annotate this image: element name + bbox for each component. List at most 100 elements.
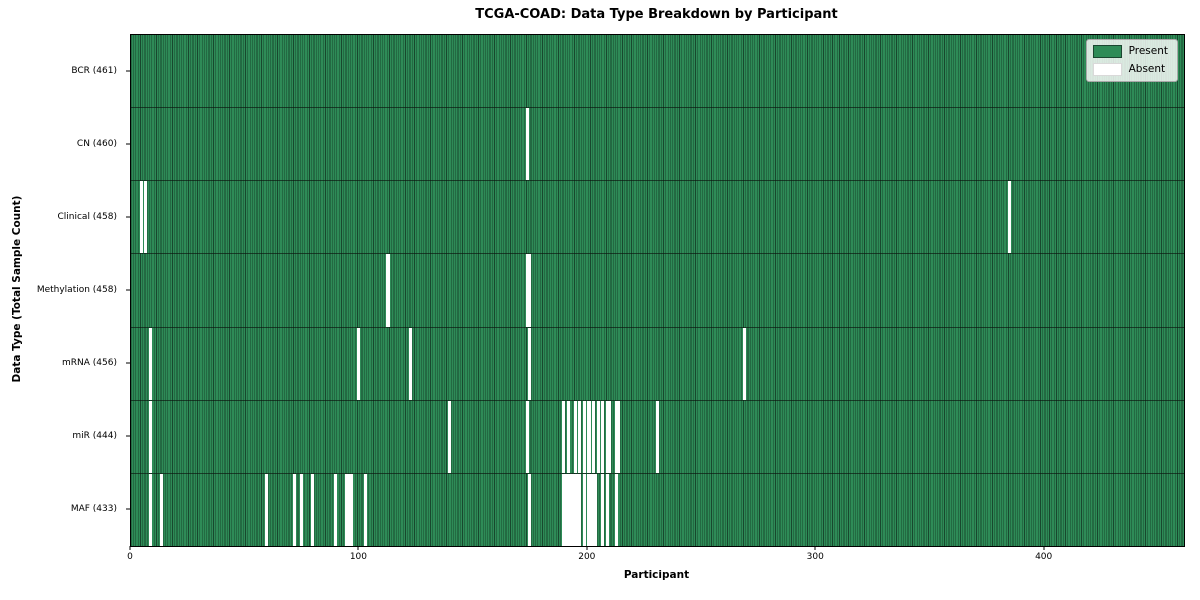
absent-stripe — [605, 400, 609, 473]
absent-stripe — [605, 473, 609, 546]
x-axis-label: Participant — [623, 569, 690, 581]
absent-stripe — [578, 400, 582, 473]
absent-stripe — [525, 254, 529, 327]
y-tick-label: mRNA (456) — [62, 357, 117, 368]
absent-stripe — [564, 473, 568, 546]
plot-rows — [131, 35, 1184, 546]
absent-stripe — [363, 473, 367, 546]
legend-item-present: Present — [1092, 45, 1168, 58]
absent-stripe — [349, 473, 353, 546]
absent-stripe — [573, 400, 577, 473]
absent-stripe — [525, 108, 529, 181]
absent-stripe — [575, 473, 580, 546]
absent-stripe — [571, 473, 575, 546]
x-axis: 0 100 200 300 400 — [127, 546, 1183, 570]
absent-stripe — [587, 400, 591, 473]
absent-stripe — [299, 473, 303, 546]
y-tick-label: CN (460) — [76, 138, 117, 149]
y-tick-label: Clinical (458) — [57, 211, 117, 222]
x-tick-label: 100 — [349, 552, 367, 562]
absent-stripe — [589, 473, 593, 546]
absent-stripe — [160, 473, 164, 546]
absent-stripe — [333, 473, 337, 546]
present-swatch-icon — [1092, 45, 1122, 58]
absent-stripe — [265, 473, 269, 546]
legend-label-absent: Absent — [1128, 63, 1166, 75]
x-tick-mark — [1043, 546, 1045, 550]
absent-stripe — [139, 181, 143, 254]
absent-stripe — [148, 327, 152, 400]
chart-title: TCGA-COAD: Data Type Breakdown by Partic… — [475, 7, 838, 22]
absent-stripe — [617, 400, 621, 473]
absent-swatch-icon — [1092, 63, 1122, 76]
y-tick-mark — [126, 70, 130, 71]
absent-stripe — [148, 473, 152, 546]
absent-stripe — [578, 473, 582, 546]
absent-stripe — [601, 473, 605, 546]
y-tick-mark — [126, 435, 130, 436]
absent-stripe — [525, 400, 529, 473]
legend: Present Absent — [1085, 39, 1178, 82]
x-tick-label: 300 — [806, 552, 824, 562]
heatmap-row-mrna — [131, 327, 1184, 401]
x-tick-mark — [586, 546, 588, 550]
x-tick-mark — [129, 546, 131, 550]
x-tick-mark — [814, 546, 816, 550]
absent-stripe — [587, 473, 591, 546]
absent-stripe — [292, 473, 296, 546]
absent-stripe — [582, 400, 586, 473]
y-tick-label: BCR (461) — [71, 65, 117, 76]
absent-stripe — [1007, 181, 1011, 254]
heatmap-row-clinical — [131, 181, 1184, 255]
heatmap-row-bcr — [131, 35, 1184, 109]
y-tick-mark — [126, 216, 130, 217]
heatmap-row-cn — [131, 108, 1184, 182]
absent-stripe — [594, 473, 598, 546]
x-tick-label: 400 — [1035, 552, 1053, 562]
absent-stripe — [601, 400, 605, 473]
y-tick-mark — [126, 289, 130, 290]
heatmap-row-mir — [131, 400, 1184, 474]
absent-stripe — [562, 400, 566, 473]
absent-stripe — [527, 327, 532, 400]
absent-stripe — [310, 473, 315, 546]
absent-stripe — [347, 473, 351, 546]
absent-stripe — [386, 254, 390, 327]
y-tick-label: Methylation (458) — [36, 284, 117, 295]
absent-stripe — [356, 327, 360, 400]
absent-stripe — [569, 473, 573, 546]
absent-stripe — [448, 400, 452, 473]
absent-stripe — [596, 400, 600, 473]
y-tick-mark — [126, 362, 130, 363]
absent-stripe — [566, 473, 570, 546]
absent-stripe — [562, 473, 566, 546]
absent-stripe — [566, 400, 570, 473]
absent-stripe — [148, 400, 152, 473]
x-tick-label: 200 — [578, 552, 596, 562]
y-axis: BCR (461) CN (460) Clinical (458) Methylati… — [0, 34, 130, 545]
x-tick-label: 0 — [127, 552, 133, 562]
absent-stripe — [582, 473, 586, 546]
absent-stripe — [614, 400, 618, 473]
y-tick-label: MAF (433) — [70, 503, 117, 514]
absent-stripe — [591, 473, 596, 546]
x-tick-mark — [357, 546, 359, 550]
legend-label-present: Present — [1128, 45, 1168, 57]
plot-area: Present Absent — [130, 34, 1185, 547]
y-tick-label: miR (444) — [72, 430, 117, 441]
absent-stripe — [527, 473, 532, 546]
heatmap-row-maf — [131, 473, 1184, 546]
y-tick-mark — [126, 143, 130, 144]
absent-stripe — [655, 400, 660, 473]
absent-stripe — [345, 473, 349, 546]
heatmap-row-methylation — [131, 254, 1184, 328]
absent-stripe — [527, 254, 532, 327]
y-tick-mark — [126, 508, 130, 509]
absent-stripe — [409, 327, 413, 400]
absent-stripe — [591, 400, 596, 473]
absent-stripe — [144, 181, 148, 254]
absent-stripe — [614, 473, 618, 546]
absent-stripe — [573, 473, 577, 546]
absent-stripe — [742, 327, 746, 400]
